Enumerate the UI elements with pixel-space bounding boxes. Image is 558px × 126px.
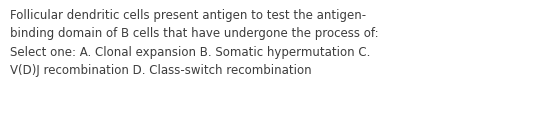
Text: Follicular dendritic cells present antigen to test the antigen-
binding domain o: Follicular dendritic cells present antig…: [10, 9, 379, 77]
